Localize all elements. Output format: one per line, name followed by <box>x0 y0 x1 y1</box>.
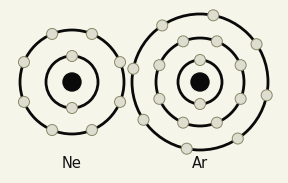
Circle shape <box>18 96 29 107</box>
Circle shape <box>154 60 165 71</box>
Circle shape <box>208 10 219 21</box>
Text: Ar: Ar <box>192 156 208 171</box>
Circle shape <box>115 57 126 68</box>
Circle shape <box>178 117 189 128</box>
Circle shape <box>211 36 222 47</box>
Circle shape <box>235 93 246 104</box>
Circle shape <box>18 57 29 68</box>
Text: Ne: Ne <box>62 156 82 171</box>
Circle shape <box>154 93 165 104</box>
Circle shape <box>47 125 58 136</box>
Circle shape <box>235 60 246 71</box>
Circle shape <box>67 102 77 113</box>
Circle shape <box>178 36 189 47</box>
Circle shape <box>181 143 192 154</box>
Circle shape <box>191 73 209 91</box>
Circle shape <box>261 90 272 101</box>
Circle shape <box>47 29 58 40</box>
Circle shape <box>251 39 262 50</box>
Circle shape <box>115 96 126 107</box>
Circle shape <box>63 73 81 91</box>
Circle shape <box>138 114 149 125</box>
Circle shape <box>232 133 243 144</box>
Circle shape <box>194 98 206 109</box>
Circle shape <box>194 55 206 66</box>
Circle shape <box>67 51 77 61</box>
Circle shape <box>86 29 97 40</box>
Circle shape <box>86 125 97 136</box>
Circle shape <box>128 63 139 74</box>
Circle shape <box>157 20 168 31</box>
Circle shape <box>211 117 222 128</box>
